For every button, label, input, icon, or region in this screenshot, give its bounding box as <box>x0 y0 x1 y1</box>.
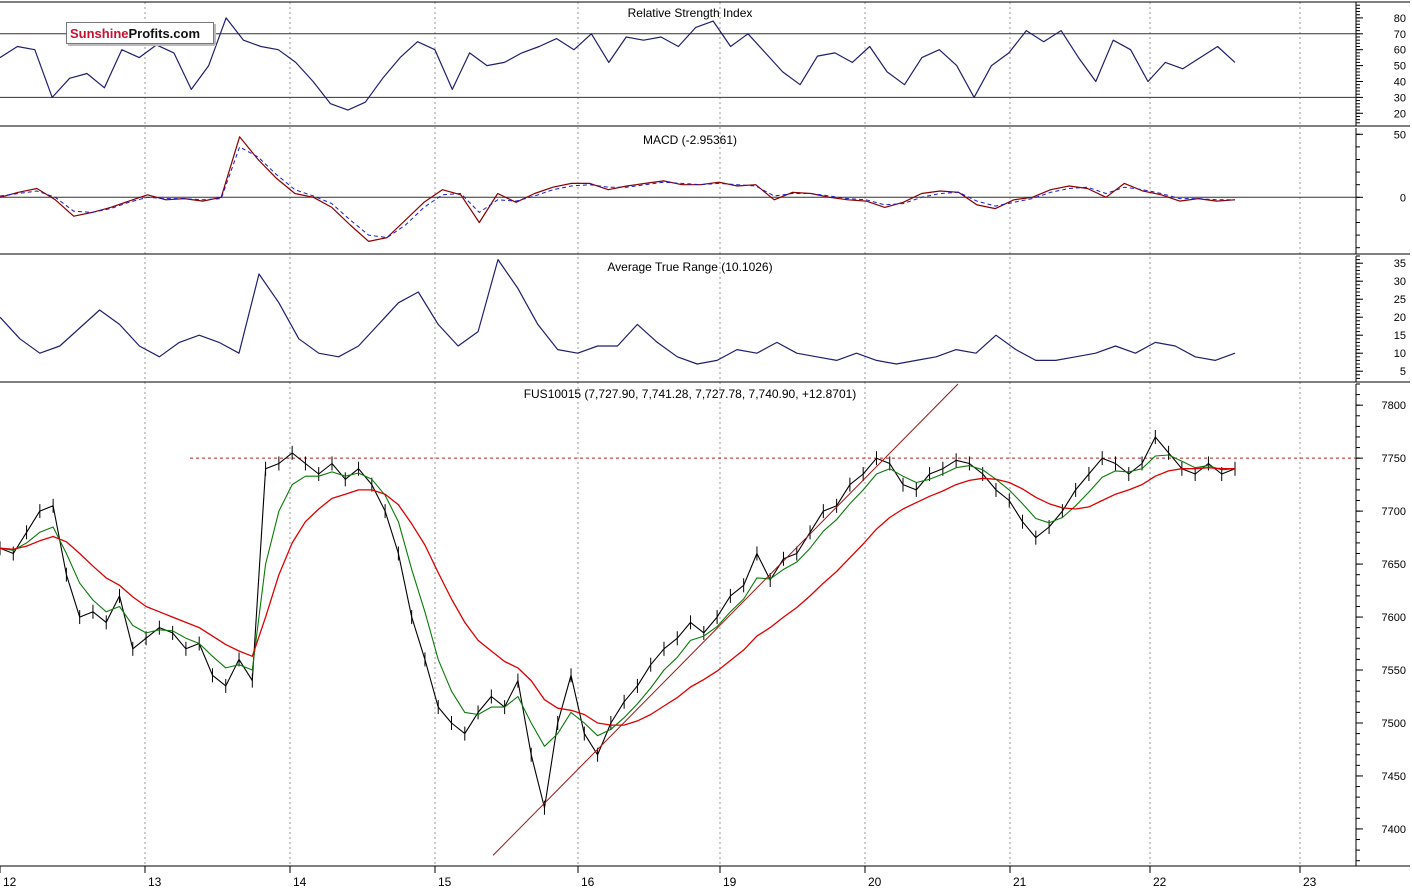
y-tick-label: 7600 <box>1382 612 1406 624</box>
y-tick-label: 7750 <box>1382 453 1406 465</box>
y-tick-label: 7700 <box>1382 506 1406 518</box>
series-line-1 <box>0 259 1236 365</box>
logo-part-profits: Profits.com <box>128 26 201 41</box>
x-tick-label: 23 <box>1303 875 1317 889</box>
y-tick-label: 50 <box>1394 61 1406 73</box>
panel-4: 7400 7450 7500 7550 7600 7650 7700 7750 7800 FUS1… <box>0 383 1410 867</box>
y-tick-label: 20 <box>1394 312 1406 324</box>
y-tick-label: 20 <box>1394 108 1406 120</box>
series-line-1 <box>0 436 1236 809</box>
y-tick-label: 35 <box>1394 258 1406 270</box>
panel-title: FUS10015 (7,727.90, 7,741.28, 7,727.78, … <box>524 387 857 401</box>
panel-title: Relative Strength Index <box>628 6 753 20</box>
y-tick-label: 0 <box>1400 192 1406 204</box>
x-tick-label: 16 <box>581 875 595 889</box>
y-tick-label: 10 <box>1394 348 1406 360</box>
panel-title: MACD (-2.95361) <box>643 133 737 147</box>
series-line-2 <box>0 146 1235 239</box>
x-tick-label: 22 <box>1153 875 1167 889</box>
y-tick-label: 15 <box>1394 330 1406 342</box>
y-tick-label: 7400 <box>1382 824 1406 836</box>
logo-part-sunshine: Sunshine <box>70 26 129 41</box>
panel-1: 20 30 40 50 60 70 80 Relative Strength Index <box>0 1 1410 127</box>
x-tick-label: 20 <box>868 875 882 889</box>
y-tick-label: 70 <box>1394 29 1406 41</box>
y-tick-label: 7450 <box>1382 771 1406 783</box>
panel-title: Average True Range (10.1026) <box>607 260 772 274</box>
x-tick-label: 14 <box>293 875 307 889</box>
x-axis: 12 13 14 15 16 19 20 21 22 23 <box>0 865 1356 889</box>
series-line-3 <box>0 467 1235 726</box>
y-tick-label: 80 <box>1394 13 1406 25</box>
x-tick-label: 15 <box>438 875 452 889</box>
y-tick-label: 7800 <box>1382 400 1406 412</box>
y-tick-label: 25 <box>1394 294 1406 306</box>
series-line-2 <box>0 454 1236 747</box>
y-tick-label: 60 <box>1394 45 1406 57</box>
y-tick-label: 40 <box>1394 76 1406 88</box>
series-line-1 <box>0 17 1236 111</box>
y-tick-label: 30 <box>1394 276 1406 288</box>
y-tick-label: 7650 <box>1382 559 1406 571</box>
y-tick-label: 7550 <box>1382 665 1406 677</box>
y-tick-label: 50 <box>1394 129 1406 141</box>
trend-line <box>492 383 959 856</box>
x-tick-label: 19 <box>723 875 737 889</box>
panel-3: 5 10 15 20 25 30 35 Average True Range (10.1026… <box>0 255 1410 383</box>
x-tick-label: 13 <box>148 875 162 889</box>
sunshine-profits-logo: SunshineProfits.com <box>66 22 214 44</box>
vertical-gridlines <box>144 2 1301 866</box>
x-tick-label: 12 <box>3 875 17 889</box>
y-tick-label: 30 <box>1394 92 1406 104</box>
y-tick-label: 5 <box>1400 366 1406 378</box>
x-tick-label: 21 <box>1013 875 1027 889</box>
y-tick-label: 7500 <box>1382 718 1406 730</box>
series-line-1 <box>0 136 1236 242</box>
panel-2: 0 50 MACD (-2.95361) <box>0 128 1410 255</box>
